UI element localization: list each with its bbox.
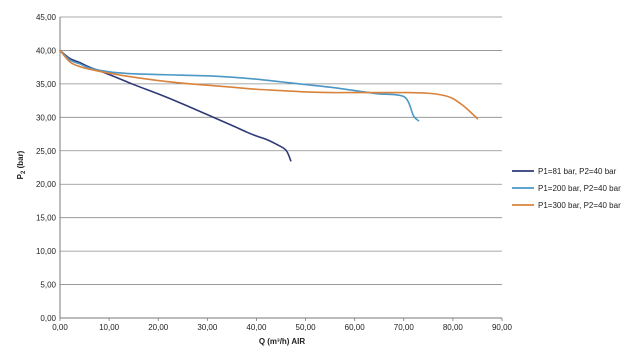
x-tick-label: 70,00 <box>394 323 415 332</box>
y-axis-title-main: P <box>16 173 25 179</box>
y-tick-label: 45,00 <box>36 13 57 22</box>
y-axis-title-sub: 2 <box>21 170 27 174</box>
x-tick-label: 80,00 <box>443 323 464 332</box>
x-tick-label: 30,00 <box>197 323 218 332</box>
x-tick-label: 90,00 <box>492 323 513 332</box>
y-tick-label: 30,00 <box>36 113 57 122</box>
series-line-2 <box>59 49 420 122</box>
y-tick-label: 10,00 <box>36 247 57 256</box>
legend-label-2: P1=200 bar, P2=40 bar <box>538 184 621 193</box>
y-tick-label: 35,00 <box>36 80 57 89</box>
x-tick-label: 10,00 <box>99 323 120 332</box>
series-lines <box>59 49 479 162</box>
y-tick-label: 40,00 <box>36 46 57 55</box>
x-tick-label: 0,00 <box>52 323 68 332</box>
y-tick-label: 5,00 <box>40 281 56 290</box>
axes <box>59 17 503 321</box>
legend-label-3: P1=300 bar, P2=40 bar <box>538 201 621 210</box>
legend-label-1: P1=81 bar, P2=40 bar <box>538 167 617 176</box>
y-tick-label: 20,00 <box>36 180 57 189</box>
x-tick-label: 60,00 <box>345 323 366 332</box>
y-tick-label: 0,00 <box>40 314 56 323</box>
y-axis-title: P2 (bar) <box>16 150 27 179</box>
x-tick-label: 50,00 <box>296 323 317 332</box>
x-axis-title: Q (m³/h) AIR <box>259 337 306 346</box>
legend: P1=81 bar, P2=40 bar P1=200 bar, P2=40 ba… <box>512 167 621 210</box>
y-axis-title-unit: (bar) <box>16 150 25 170</box>
series-line-1 <box>59 49 292 162</box>
y-tick-label: 25,00 <box>36 147 57 156</box>
x-tick-label: 40,00 <box>246 323 267 332</box>
tick-labels: 0,00 5,00 10,00 15,00 20,00 25,00 30,00 35,00 40… <box>36 13 513 332</box>
y-tick-label: 15,00 <box>36 214 57 223</box>
x-tick-label: 20,00 <box>148 323 169 332</box>
series-line-3 <box>59 49 479 120</box>
